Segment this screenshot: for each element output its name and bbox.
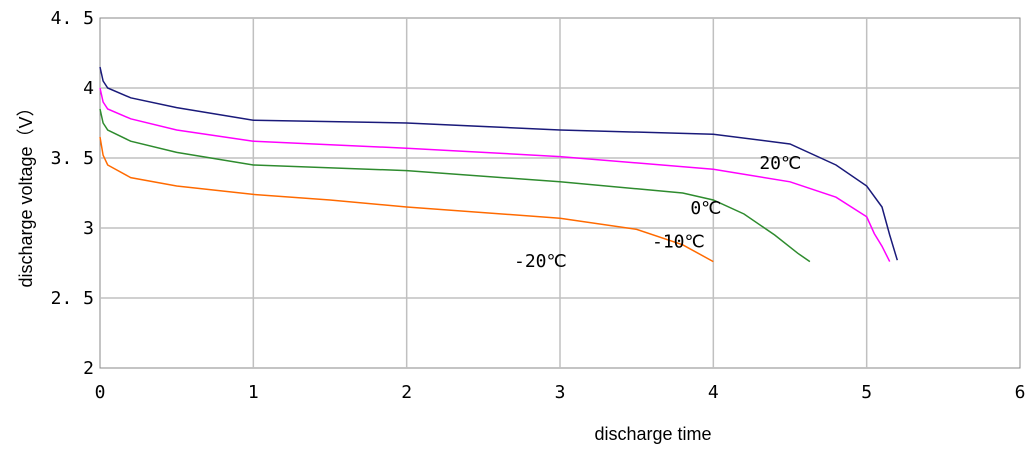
y-tick-label: 2: [83, 358, 94, 379]
series-line-1: [99, 87, 891, 262]
x-tick-label: 4: [708, 382, 719, 403]
x-tick-label: 1: [248, 382, 259, 403]
y-axis-title-bg: [12, 58, 38, 328]
y-tick-label: 3. 5: [51, 148, 94, 169]
y-tick-label: 4. 5: [51, 8, 94, 29]
y-tick-labels: 2 2. 5 3 3. 5 4 4. 5: [51, 8, 94, 379]
series-labels: 20℃ 0℃ -10℃ -20℃: [514, 153, 801, 272]
grid: [100, 18, 1020, 368]
x-tick-label: 3: [555, 382, 566, 403]
x-axis-title: discharge time: [594, 424, 711, 444]
series-line-2: [99, 108, 811, 263]
series-line-3: [99, 136, 714, 263]
series-line-0: [99, 66, 899, 261]
series-label-1: 0℃: [690, 198, 721, 219]
x-tick-labels: 0 1 2 3 4 5 6: [95, 382, 1026, 403]
y-tick-label: 2. 5: [51, 288, 94, 309]
x-tick-label: 5: [861, 382, 872, 403]
series-label-0: 20℃: [759, 153, 801, 174]
x-tick-label: 0: [95, 382, 106, 403]
x-tick-label: 2: [401, 382, 412, 403]
series-label-2: -10℃: [652, 232, 705, 253]
y-axis-title: discharge voltage（V）: [16, 98, 36, 287]
series-label-3: -20℃: [514, 251, 567, 272]
x-tick-label: 6: [1015, 382, 1026, 403]
y-tick-label: 3: [83, 218, 94, 239]
series-lines: [99, 66, 899, 263]
y-tick-label: 4: [83, 78, 94, 99]
